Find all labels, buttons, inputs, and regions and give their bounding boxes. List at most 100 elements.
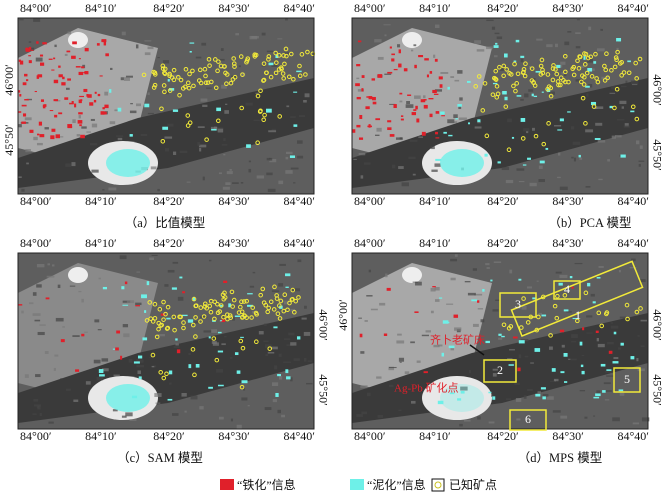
- longitude-label: 84°40′: [617, 194, 649, 208]
- known-deposit: [232, 64, 237, 69]
- known-deposit: [596, 310, 602, 316]
- clay-anomaly: [572, 317, 579, 320]
- known-deposit: [571, 64, 577, 70]
- clay-anomaly: [569, 276, 573, 279]
- iron-anomaly: [358, 137, 364, 140]
- prospect-box: [499, 292, 537, 318]
- known-deposit: [254, 312, 259, 317]
- texture: [18, 176, 22, 179]
- iron-anomaly: [40, 62, 45, 66]
- texture: [129, 110, 137, 114]
- texture: [54, 354, 59, 357]
- longitude-label: 84°20′: [487, 194, 519, 208]
- texture: [606, 375, 615, 377]
- texture: [636, 140, 640, 145]
- clay-anomaly: [563, 309, 569, 312]
- image-frame: [351, 17, 649, 195]
- texture: [415, 281, 422, 286]
- texture: [520, 98, 524, 101]
- texture: [637, 368, 645, 372]
- iron-anomaly: [28, 46, 32, 50]
- longitude-label: 84°00′: [20, 1, 52, 15]
- known-deposit: [630, 104, 636, 110]
- texture: [364, 320, 368, 322]
- known-deposit: [171, 77, 177, 83]
- texture: [266, 172, 273, 176]
- clay-anomaly: [265, 108, 272, 113]
- longitude-label: 84°10′: [419, 429, 451, 443]
- iron-anomaly: [582, 327, 585, 331]
- texture: [413, 44, 417, 47]
- texture: [122, 324, 129, 328]
- longitude-label: 84°00′: [20, 236, 52, 250]
- texture: [271, 128, 276, 131]
- texture: [226, 171, 233, 175]
- known-deposit: [546, 84, 552, 90]
- texture: [285, 151, 293, 155]
- known-deposit: [512, 61, 517, 67]
- longitude-label: 84°20′: [153, 1, 185, 15]
- known-deposit: [162, 89, 167, 95]
- texture: [212, 342, 219, 346]
- known-deposit: [554, 315, 560, 321]
- texture: [230, 418, 234, 422]
- longitude-label: 84°40′: [617, 236, 649, 250]
- texture: [598, 266, 604, 268]
- iron-anomaly: [42, 42, 47, 45]
- texture: [388, 366, 395, 371]
- texture: [236, 424, 242, 429]
- known-deposit: [222, 295, 228, 300]
- texture: [528, 65, 532, 70]
- texture: [468, 369, 471, 374]
- longitude-label: 84°00′: [354, 236, 386, 250]
- known-deposit: [582, 62, 588, 67]
- known-deposit: [274, 296, 280, 301]
- known-deposit: [218, 303, 224, 308]
- known-deposit: [185, 80, 191, 86]
- texture: [245, 102, 253, 106]
- clay-anomaly: [217, 331, 222, 334]
- texture: [454, 79, 460, 82]
- clay-anomaly: [440, 111, 445, 115]
- clay-anomaly: [275, 392, 279, 397]
- known-deposit: [241, 299, 247, 304]
- texture: [523, 128, 530, 132]
- texture: [33, 136, 38, 141]
- clay-zone: [106, 384, 150, 412]
- texture: [595, 106, 604, 110]
- texture: [164, 284, 169, 287]
- clay-anomaly: [236, 370, 241, 374]
- iron-anomaly: [400, 118, 404, 121]
- texture: [251, 36, 259, 39]
- known-deposit: [212, 57, 218, 62]
- known-deposit: [281, 308, 287, 314]
- texture: [69, 285, 76, 287]
- deposit-label: 齐卜老矿床: [430, 333, 485, 347]
- clay-anomaly: [162, 126, 169, 130]
- texture: [108, 187, 117, 191]
- known-deposit: [171, 314, 177, 320]
- texture: [169, 382, 172, 385]
- texture: [612, 417, 620, 422]
- known-deposit: [230, 304, 235, 309]
- iron-anomaly: [103, 41, 107, 46]
- longitude-label: 84°30′: [218, 1, 250, 15]
- texture: [585, 129, 594, 133]
- texture: [607, 159, 611, 162]
- known-deposit: [626, 70, 632, 76]
- longitude-label: 84°10′: [419, 236, 451, 250]
- texture: [188, 352, 191, 356]
- texture: [32, 413, 37, 415]
- clay-anomaly: [556, 64, 561, 68]
- texture: [172, 413, 179, 416]
- texture: [84, 331, 88, 333]
- texture: [269, 158, 277, 163]
- texture: [281, 300, 290, 302]
- known-deposit: [171, 67, 177, 73]
- iron-anomaly: [160, 313, 166, 316]
- iron-anomaly: [120, 355, 123, 360]
- texture: [454, 327, 462, 331]
- known-deposit: [287, 300, 292, 306]
- known-deposit: [276, 67, 282, 72]
- iron-anomaly: [81, 66, 85, 69]
